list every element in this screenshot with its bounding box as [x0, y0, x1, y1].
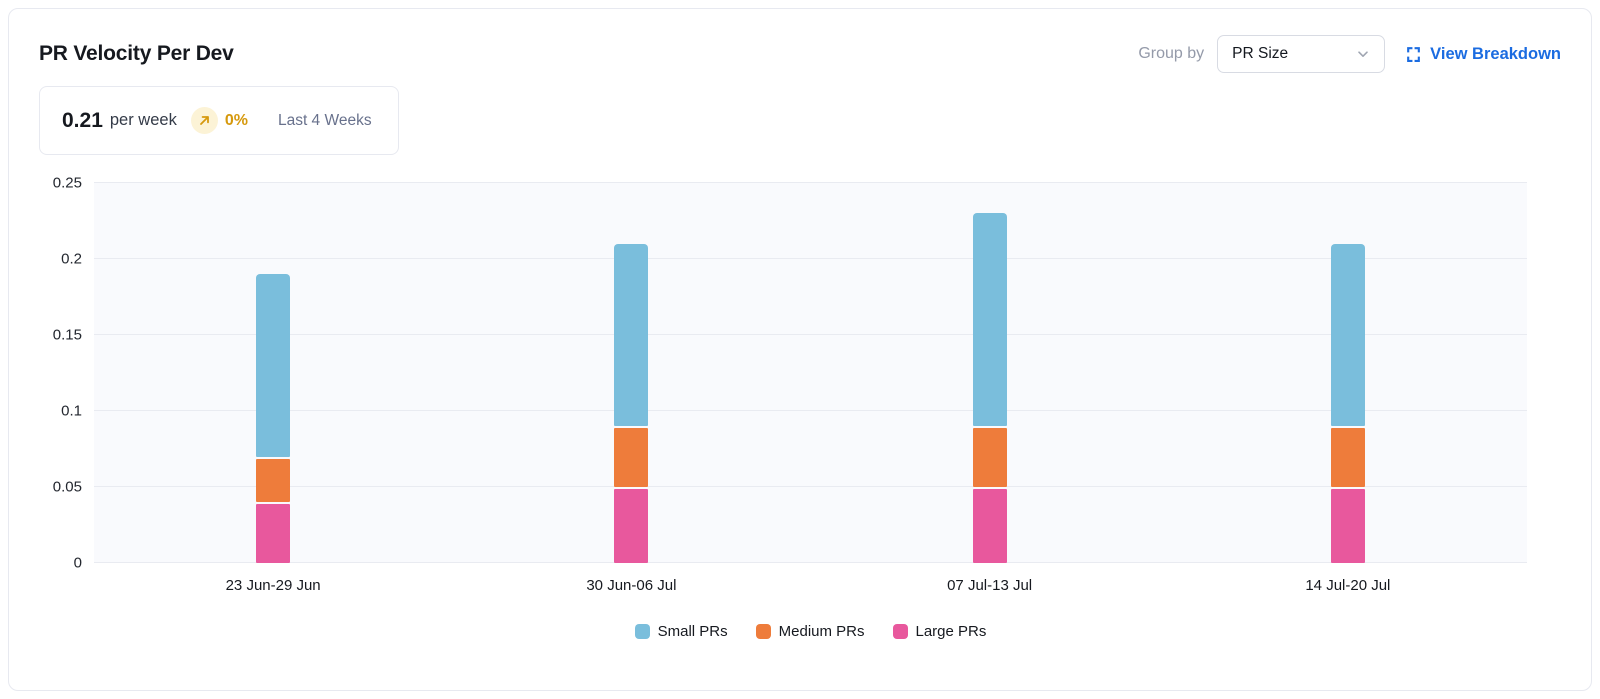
chart-legend: Small PRs Medium PRs Large PRs	[94, 623, 1527, 640]
stat-unit: per week	[109, 111, 177, 129]
gridline	[94, 258, 1527, 259]
bar-14-jul-20-jul[interactable]	[1330, 182, 1365, 563]
bar-segment-large-prs[interactable]	[1330, 489, 1365, 563]
y-tick-label: 0.05	[52, 478, 82, 496]
group-by-selected-value: PR Size	[1232, 45, 1289, 62]
bar-segment-small-prs[interactable]	[614, 243, 649, 427]
x-axis-label: 30 Jun-06 Jul	[586, 577, 677, 594]
view-breakdown-button[interactable]: View Breakdown	[1405, 45, 1561, 64]
bar-segment-medium-prs[interactable]	[256, 458, 291, 503]
view-breakdown-label: View Breakdown	[1430, 44, 1561, 63]
group-by-label: Group by	[1138, 45, 1205, 62]
bar-07-jul-13-jul[interactable]	[972, 182, 1007, 563]
legend-swatch-medium-prs	[755, 624, 771, 639]
legend-item-medium-prs[interactable]: Medium PRs	[755, 623, 865, 640]
bar-segment-small-prs[interactable]	[256, 274, 291, 457]
stat-change-percent: 0%	[224, 111, 248, 129]
bar-segment-small-prs[interactable]	[972, 213, 1007, 427]
legend-label: Large PRs	[915, 623, 987, 640]
bar-segment-large-prs[interactable]	[614, 489, 649, 563]
bar-segment-medium-prs[interactable]	[1330, 428, 1365, 487]
bar-segment-medium-prs[interactable]	[972, 428, 1007, 487]
expand-icon	[1405, 46, 1430, 63]
trend-arrow-up-right-icon	[190, 107, 218, 134]
gridline	[94, 182, 1527, 183]
bar-segment-large-prs[interactable]	[972, 489, 1007, 563]
x-axis-label: 23 Jun-29 Jun	[225, 577, 321, 594]
x-axis-label: 14 Jul-20 Jul	[1305, 577, 1391, 594]
legend-item-small-prs[interactable]: Small PRs	[634, 623, 728, 640]
gridline	[94, 410, 1527, 411]
bar-segment-medium-prs[interactable]	[614, 428, 649, 487]
plot-area	[94, 182, 1527, 563]
y-axis: 0 0.05 0.1 0.15 0.2 0.25	[39, 175, 94, 572]
bar-30-jun-06-jul[interactable]	[614, 182, 649, 563]
gridline	[94, 562, 1527, 563]
gridline	[94, 486, 1527, 487]
x-axis: 23 Jun-29 Jun 30 Jun-06 Jul 07 Jul-13 Jul 1…	[94, 577, 1527, 597]
y-tick-label: 0.1	[61, 402, 82, 420]
stat-value: 0.21	[62, 108, 103, 132]
bar-23-jun-29-jun[interactable]	[256, 182, 291, 563]
page-title: PR Velocity Per Dev	[39, 42, 234, 65]
header-controls: Group by PR Size View Breakdown	[1138, 35, 1561, 73]
stat-period: Last 4 Weeks	[277, 111, 372, 129]
card-header: PR Velocity Per Dev Group by PR Size Vie…	[39, 35, 1561, 73]
legend-swatch-large-prs	[892, 624, 908, 639]
y-tick-label: 0	[73, 554, 82, 572]
legend-item-large-prs[interactable]: Large PRs	[892, 623, 987, 640]
chevron-down-icon	[1356, 47, 1370, 61]
x-axis-label: 07 Jul-13 Jul	[947, 577, 1033, 594]
group-by-select[interactable]: PR Size	[1217, 35, 1386, 73]
legend-swatch-small-prs	[634, 624, 650, 639]
legend-label: Small PRs	[657, 623, 728, 640]
legend-label: Medium PRs	[778, 623, 865, 640]
bar-segment-small-prs[interactable]	[1330, 243, 1365, 427]
y-tick-label: 0.2	[61, 250, 82, 268]
summary-stat-card: 0.21 per week 0% Last 4 Weeks	[39, 86, 399, 155]
stacked-bar-chart: 0 0.05 0.1 0.15 0.2 0.25	[39, 175, 1561, 572]
y-tick-label: 0.15	[52, 326, 82, 344]
bar-segment-large-prs[interactable]	[256, 504, 291, 563]
y-tick-label: 0.25	[52, 174, 82, 192]
gridline	[94, 334, 1527, 335]
pr-velocity-card: PR Velocity Per Dev Group by PR Size Vie…	[8, 8, 1592, 691]
